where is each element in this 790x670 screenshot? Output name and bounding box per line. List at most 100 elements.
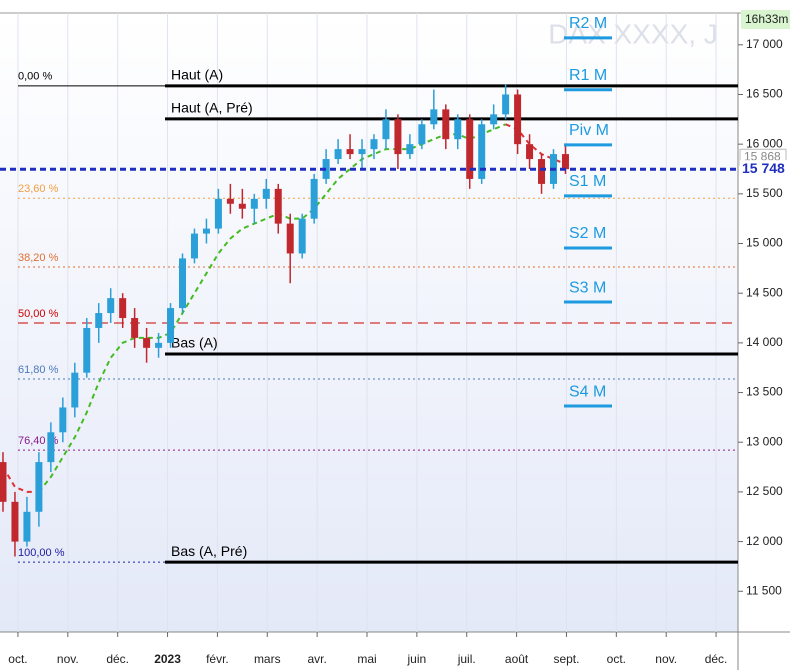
- pivot-label: S1 M: [569, 173, 606, 190]
- x-tick-label: 2023: [154, 652, 181, 666]
- candle-body: [59, 407, 67, 433]
- candle-body: [334, 149, 342, 160]
- candle-body: [358, 149, 366, 155]
- fib-label: 50,00 %: [18, 308, 59, 320]
- pivot-label: S2 M: [569, 225, 606, 242]
- moving-average: [38, 123, 507, 493]
- candle-body: [274, 188, 282, 224]
- y-tick-label: 16 500: [746, 87, 783, 101]
- y-tick-label: 14 500: [746, 285, 783, 299]
- candle-body: [394, 119, 402, 155]
- candle-body: [214, 198, 222, 229]
- y-tick-label: 16 000: [746, 136, 783, 150]
- candle-body: [167, 308, 175, 343]
- y-tick-label: 12 500: [746, 484, 783, 498]
- level-label: Bas (A): [171, 335, 218, 351]
- candle-body: [262, 188, 270, 199]
- candle-body: [514, 94, 522, 145]
- prev-price-label: 15 868: [744, 149, 781, 163]
- pivot-label: S4 M: [569, 383, 606, 400]
- y-tick-label: 17 000: [746, 37, 783, 51]
- x-tick-label: nov.: [57, 652, 79, 666]
- candle-body: [298, 218, 306, 254]
- chart-layer: oct. nov. déc. 2023 févr. mars avr. mai juin juil…: [0, 13, 790, 666]
- y-tick-label: 11 500: [746, 583, 782, 597]
- candle-body: [95, 313, 103, 328]
- candle-body: [23, 511, 31, 542]
- candle-body: [454, 119, 462, 140]
- candle-body: [502, 94, 510, 115]
- last-price-box: [740, 160, 790, 179]
- pivot-label: Piv M: [569, 122, 609, 139]
- x-tick-label: avr.: [307, 652, 326, 666]
- y-tick-label: 12 000: [746, 534, 783, 548]
- x-tick-label: juil.: [457, 652, 476, 666]
- x-tick-label: févr.: [206, 652, 229, 666]
- candle-body: [35, 462, 43, 512]
- candle-body: [143, 337, 151, 348]
- candle-body: [466, 119, 474, 179]
- candle-body: [202, 228, 210, 234]
- fib-label: 61,80 %: [18, 364, 59, 376]
- x-tick-label: août: [505, 652, 529, 666]
- fib-label: 38,20 %: [18, 252, 59, 264]
- x-tick-label: sept.: [553, 652, 579, 666]
- time-label: 16h33m: [745, 12, 788, 26]
- candle-body: [250, 198, 258, 209]
- candle-body: [478, 124, 486, 179]
- candle-body: [286, 223, 294, 254]
- time-box: [741, 10, 790, 29]
- x-tick-label: mai: [357, 652, 376, 666]
- x-tick-label: nov.: [655, 652, 677, 666]
- candle-body: [346, 149, 354, 155]
- y-tick-label: 14 000: [746, 335, 783, 349]
- candle-body: [179, 258, 187, 309]
- last-price-label: 15 748: [742, 160, 785, 176]
- x-tick-label: déc.: [106, 652, 129, 666]
- candle-body: [119, 298, 127, 319]
- candle-body: [107, 298, 115, 314]
- candle-body: [238, 203, 246, 209]
- level-label: Haut (A): [171, 67, 223, 83]
- pivot-label: S3 M: [569, 279, 606, 296]
- candle-body: [190, 233, 198, 259]
- candle-body: [11, 501, 19, 542]
- fib-label: 100,00 %: [18, 547, 65, 559]
- candle-body: [538, 159, 546, 184]
- candle-body: [430, 109, 438, 125]
- pivot-label: R1 M: [569, 67, 607, 84]
- candle-body: [382, 119, 390, 140]
- candle-body: [310, 178, 318, 219]
- candle-body: [155, 342, 163, 348]
- y-tick-label: 15 000: [746, 236, 783, 250]
- x-tick-label: mars: [254, 652, 281, 666]
- x-tick-label: oct.: [8, 652, 27, 666]
- x-tick-label: juin: [407, 652, 427, 666]
- watermark-title: DAX XXXX, J: [548, 18, 718, 49]
- candle-body: [526, 144, 534, 160]
- y-tick-label: 13 500: [746, 385, 783, 399]
- y-tick-label: 15 500: [746, 186, 783, 200]
- candle-body: [226, 198, 234, 204]
- pivot-label: R2 M: [569, 15, 607, 32]
- candle-body: [0, 462, 7, 502]
- candle-body: [561, 154, 569, 170]
- fib-label: 23,60 %: [18, 183, 59, 195]
- x-tick-label: oct.: [607, 652, 626, 666]
- moving-average: [2, 466, 39, 493]
- candle-body: [442, 109, 450, 140]
- candle-body: [406, 144, 414, 155]
- level-label: Haut (A, Pré): [171, 100, 253, 116]
- candle-body: [370, 139, 378, 150]
- y-tick-label: 13 000: [746, 434, 783, 448]
- candle-body: [131, 318, 139, 338]
- candle-body: [322, 159, 330, 179]
- candle-body: [83, 327, 91, 373]
- candle-body: [71, 372, 79, 408]
- candle-body: [490, 114, 498, 125]
- candle-body: [47, 432, 55, 463]
- level-label: Bas (A, Pré): [171, 543, 247, 559]
- candle-body: [418, 124, 426, 145]
